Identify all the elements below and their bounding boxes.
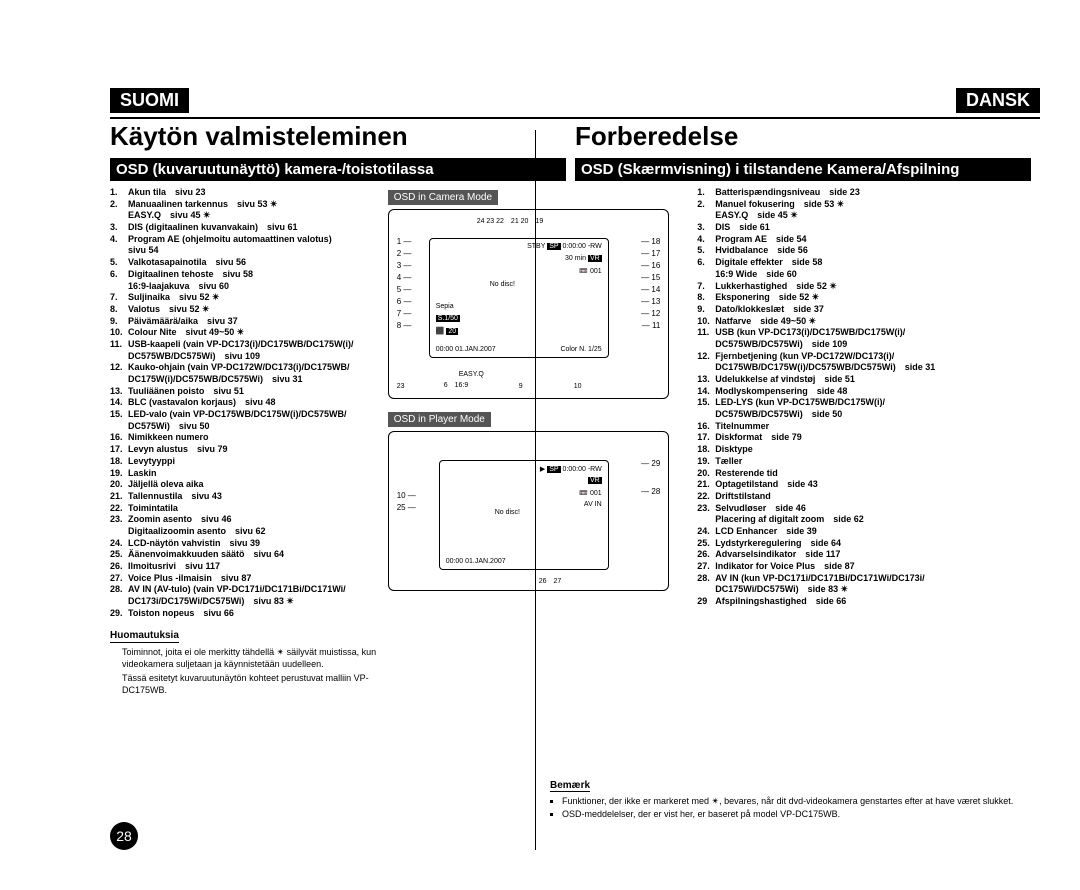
list-item: 9.Dato/klokkeslæt side 37 [697, 304, 1040, 316]
list-item: 22.Driftstilstand [697, 491, 1040, 503]
list-item: 12.Fjernbetjening (kun VP-DC172W/DC173(i… [697, 351, 1040, 374]
diagram-player: 10 —25 — ▶ SP 0:00:00 -RW VR 📼 001 AV IN… [388, 431, 670, 591]
list-item: 15.LED-LYS (kun VP-DC175WB/DC175W(i)/DC5… [697, 397, 1040, 420]
language-header: SUOMI DANSK [110, 88, 1040, 113]
list-item: 27.Voice Plus -ilmaisin sivu 87 [110, 573, 380, 585]
list-item: 3.DIS side 61 [697, 222, 1040, 234]
list-item: 23.Zoomin asento sivu 46Digitaalizoomin … [110, 514, 380, 537]
list-item: 8.Valotus sivu 52 ✴ [110, 304, 380, 316]
lang-left: SUOMI [110, 88, 189, 113]
list-item: 24.LCD-näytön vahvistin sivu 39 [110, 538, 380, 550]
list-item: 16.Nimikkeen numero [110, 432, 380, 444]
list-item: 19.Laskin [110, 468, 380, 480]
list-item: 23.Selvudløser side 46Placering af digit… [697, 503, 1040, 526]
list-item: 13.Udelukkelse af vindstøj side 51 [697, 374, 1040, 386]
list-item: 21.Optagetilstand side 43 [697, 479, 1040, 491]
list-item: 27.Indikator for Voice Plus side 87 [697, 561, 1040, 573]
notes-right: Funktioner, der ikke er markeret med ✴, … [562, 796, 1030, 819]
list-item: 11.USB-kaapeli (vain VP-DC173(i)/DC175WB… [110, 339, 380, 362]
list-item: 25.Lydstyrkeregulering side 64 [697, 538, 1040, 550]
list-item: 6.Digitaalinen tehoste sivu 5816:9-laaja… [110, 269, 380, 292]
list-item: 16.Titelnummer [697, 421, 1040, 433]
subtitle-right: OSD (Skærmvisning) i tilstandene Kamera/… [575, 158, 1031, 181]
list-item: 10.Colour Nite sivut 49~50 ✴ [110, 327, 380, 339]
note-hdr-left: Huomautuksia [110, 629, 179, 643]
list-item: 2.Manuel fokusering side 53 ✴EASY.Q side… [697, 199, 1040, 222]
list-item: 17.Levyn alustus sivu 79 [110, 444, 380, 456]
list-item: 14.BLC (vastavalon korjaus) sivu 48 [110, 397, 380, 409]
list-item: 19.Tæller [697, 456, 1040, 468]
list-item: 7.Lukkerhastighed side 52 ✴ [697, 281, 1040, 293]
list-item: 5.Valkotasapainotila sivu 56 [110, 257, 380, 269]
list-item: 12.Kauko-ohjain (vain VP-DC172W/DC173(i)… [110, 362, 380, 385]
subtitle-left: OSD (kuvaruutunäyttö) kamera-/toistotila… [110, 158, 566, 181]
list-item: 17.Diskformat side 79 [697, 432, 1040, 444]
diag-label-player: OSD in Player Mode [388, 412, 491, 427]
list-item: 26.Advarselsindikator side 117 [697, 549, 1040, 561]
list-item: 21.Tallennustila sivu 43 [110, 491, 380, 503]
list-danish: 1.Batterispændingsniveau side 232.Manuel… [677, 187, 1040, 698]
list-item: 13.Tuuliäänen poisto sivu 51 [110, 386, 380, 398]
list-item: 22.Toimintatila [110, 503, 380, 515]
list-item: 6.Digitale effekter side 5816:9 Wide sid… [697, 257, 1040, 280]
list-item: 9.Päivämäärä/aika sivu 37 [110, 316, 380, 328]
list-item: 1.Batterispændingsniveau side 23 [697, 187, 1040, 199]
list-item: 18.Levytyyppi [110, 456, 380, 468]
title-left: Käytön valmisteleminen [110, 121, 575, 152]
list-item: 1.Akun tila sivu 23 [110, 187, 380, 199]
diagrams: OSD in Camera Mode 24 23 22 21 20 19 1 —… [380, 187, 678, 698]
list-item: 28.AV IN (kun VP-DC171i/DC171Bi/DC171Wi/… [697, 573, 1040, 596]
list-item: 24.LCD Enhancer side 39 [697, 526, 1040, 538]
diagram-camera: 24 23 22 21 20 19 1 —2 —3 —4 —5 —6 —7 —8… [388, 209, 670, 399]
list-item: 7.Suljinaika sivu 52 ✴ [110, 292, 380, 304]
title-right: Forberedelse [575, 121, 1040, 152]
list-item: 18.Disktype [697, 444, 1040, 456]
list-item: 14.Modlyskompensering side 48 [697, 386, 1040, 398]
list-item: 10.Natfarve side 49~50 ✴ [697, 316, 1040, 328]
list-item: 15.LED-valo (vain VP-DC175WB/DC175W(i)/D… [110, 409, 380, 432]
note-hdr-right: Bemærk [550, 780, 590, 792]
column-divider [535, 130, 536, 850]
list-item: 20.Resterende tid [697, 468, 1040, 480]
list-item: 20.Jäljellä oleva aika [110, 479, 380, 491]
list-item: 26.Ilmoitusrivi sivu 117 [110, 561, 380, 573]
lang-right: DANSK [956, 88, 1040, 113]
list-item: 3.DIS (digitaalinen kuvanvakain) sivu 61 [110, 222, 380, 234]
list-item: 8.Eksponering side 52 ✴ [697, 292, 1040, 304]
list-item: 29.Toiston nopeus sivu 66 [110, 608, 380, 620]
list-item: 29Afspilningshastighed side 66 [697, 596, 1040, 608]
list-finnish: 1.Akun tila sivu 232.Manuaalinen tarkenn… [110, 187, 380, 698]
diag-label-camera: OSD in Camera Mode [388, 190, 498, 205]
list-item: 2.Manuaalinen tarkennus sivu 53 ✴EASY.Q … [110, 199, 380, 222]
list-item: 4.Program AE side 54 [697, 234, 1040, 246]
notes-left: Toiminnot, joita ei ole merkitty tähdell… [122, 647, 380, 696]
page-number: 28 [110, 822, 138, 850]
list-item: 11.USB (kun VP-DC173(i)/DC175WB/DC175W(i… [697, 327, 1040, 350]
list-item: 5.Hvidbalance side 56 [697, 245, 1040, 257]
list-item: 25.Äänenvoimakkuuden säätö sivu 64 [110, 549, 380, 561]
manual-page: SUOMI DANSK Käytön valmisteleminen OSD (… [0, 0, 1080, 718]
list-item: 28.AV IN (AV-tulo) (vain VP-DC171i/DC171… [110, 584, 380, 607]
list-item: 4.Program AE (ohjelmoitu automaattinen v… [110, 234, 380, 257]
